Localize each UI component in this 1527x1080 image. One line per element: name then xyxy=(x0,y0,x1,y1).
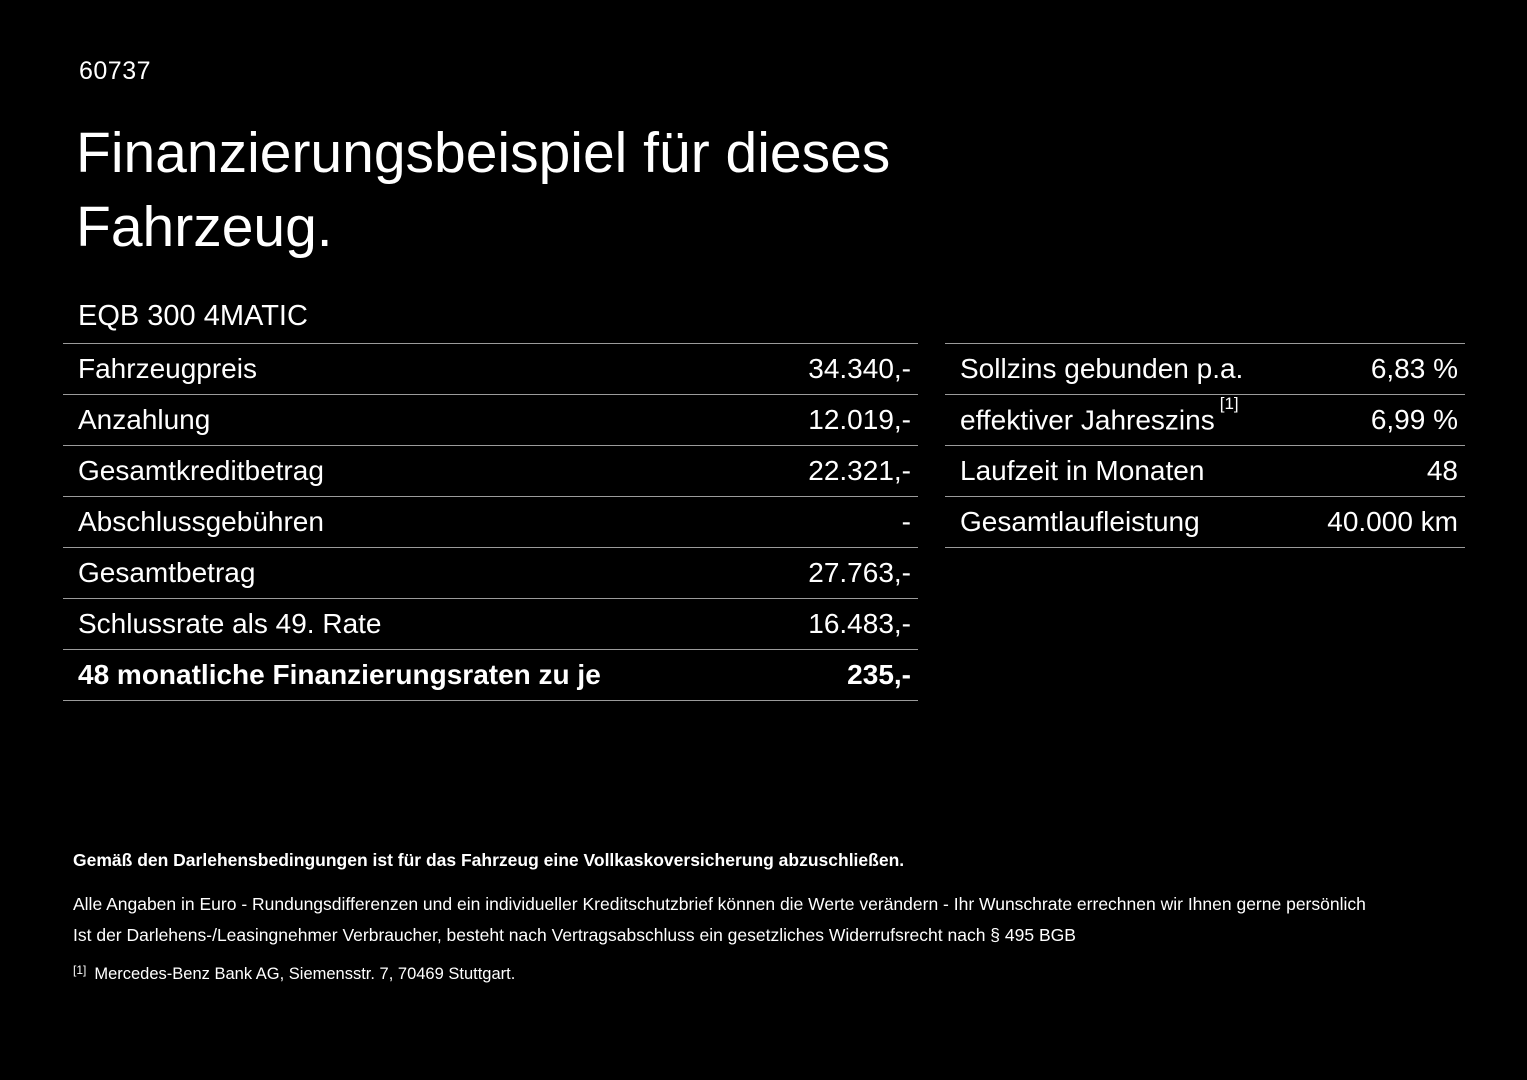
row-label: Gesamtbetrag xyxy=(78,557,256,588)
finance-table-right: Sollzins gebunden p.a. 6,83 % effektiver… xyxy=(945,343,1465,548)
finance-table-left: Fahrzeugpreis 34.340,- Anzahlung 12.019,… xyxy=(63,343,918,701)
table-row: Abschlussgebühren - xyxy=(63,496,918,547)
row-value: 22.321,- xyxy=(808,455,911,486)
doc-number: 60737 xyxy=(79,57,152,85)
row-value: 27.763,- xyxy=(808,557,911,588)
table-row: Laufzeit in Monaten 48 xyxy=(945,445,1465,496)
footnote-bold: Gemäß den Darlehensbedingungen ist für d… xyxy=(73,850,905,870)
row-value: 12.019,- xyxy=(808,404,911,435)
footnote-ref-marker: [1] xyxy=(73,963,87,977)
row-label: Fahrzeugpreis xyxy=(78,353,257,384)
row-value: 235,- xyxy=(847,659,911,690)
page-title: Finanzierungsbeispiel für dieses Fahrzeu… xyxy=(76,121,891,259)
table-row: Sollzins gebunden p.a. 6,83 % xyxy=(945,343,1465,394)
row-label: 48 monatliche Finanzierungsraten zu je xyxy=(78,659,601,690)
row-label: Gesamtlaufleistung xyxy=(960,506,1200,537)
row-label: Anzahlung xyxy=(78,404,211,435)
vehicle-model: EQB 300 4MATIC xyxy=(78,300,308,332)
table-row: effektiver Jahreszins[1] 6,99 % xyxy=(945,394,1465,445)
table-row: Anzahlung 12.019,- xyxy=(63,394,918,445)
footnote-line-1: Alle Angaben in Euro - Rundungsdifferenz… xyxy=(73,894,1366,914)
table-row: Gesamtbetrag 27.763,- xyxy=(63,547,918,598)
row-value: 6,83 % xyxy=(1370,353,1458,384)
row-label: Schlussrate als 49. Rate xyxy=(78,608,382,639)
table-row-monthly-rate: 48 monatliche Finanzierungsraten zu je 2… xyxy=(63,649,918,700)
row-label: Abschlussgebühren xyxy=(78,506,324,537)
row-value: - xyxy=(901,506,911,537)
row-label: Laufzeit in Monaten xyxy=(960,455,1205,486)
footnote-line-2: Ist der Darlehens-/Leasingnehmer Verbrau… xyxy=(73,925,1076,945)
row-label: Gesamtkreditbetrag xyxy=(78,455,324,486)
footnote-ref-text: Mercedes-Benz Bank AG, Siemensstr. 7, 70… xyxy=(94,965,516,983)
table-row: Gesamtlaufleistung 40.000 km xyxy=(945,496,1465,547)
row-label-text: effektiver Jahreszins xyxy=(960,404,1215,436)
row-label: Sollzins gebunden p.a. xyxy=(960,353,1244,384)
row-label: effektiver Jahreszins[1] xyxy=(960,394,1239,436)
row-value: 16.483,- xyxy=(808,608,911,639)
footnote-ref: [1] Mercedes-Benz Bank AG, Siemensstr. 7,… xyxy=(73,963,1366,984)
row-value: 34.340,- xyxy=(808,353,911,384)
table-row: Gesamtkreditbetrag 22.321,- xyxy=(63,445,918,496)
row-value: 40.000 km xyxy=(1327,506,1458,537)
table-row: Fahrzeugpreis 34.340,- xyxy=(63,343,918,394)
footnote-marker: [1] xyxy=(1219,393,1239,413)
row-value: 48 xyxy=(1426,455,1458,486)
table-row: Schlussrate als 49. Rate 16.483,- xyxy=(63,598,918,649)
footer-notes: Gemäß den Darlehensbedingungen ist für d… xyxy=(73,845,1366,984)
row-value: 6,99 % xyxy=(1370,404,1458,435)
